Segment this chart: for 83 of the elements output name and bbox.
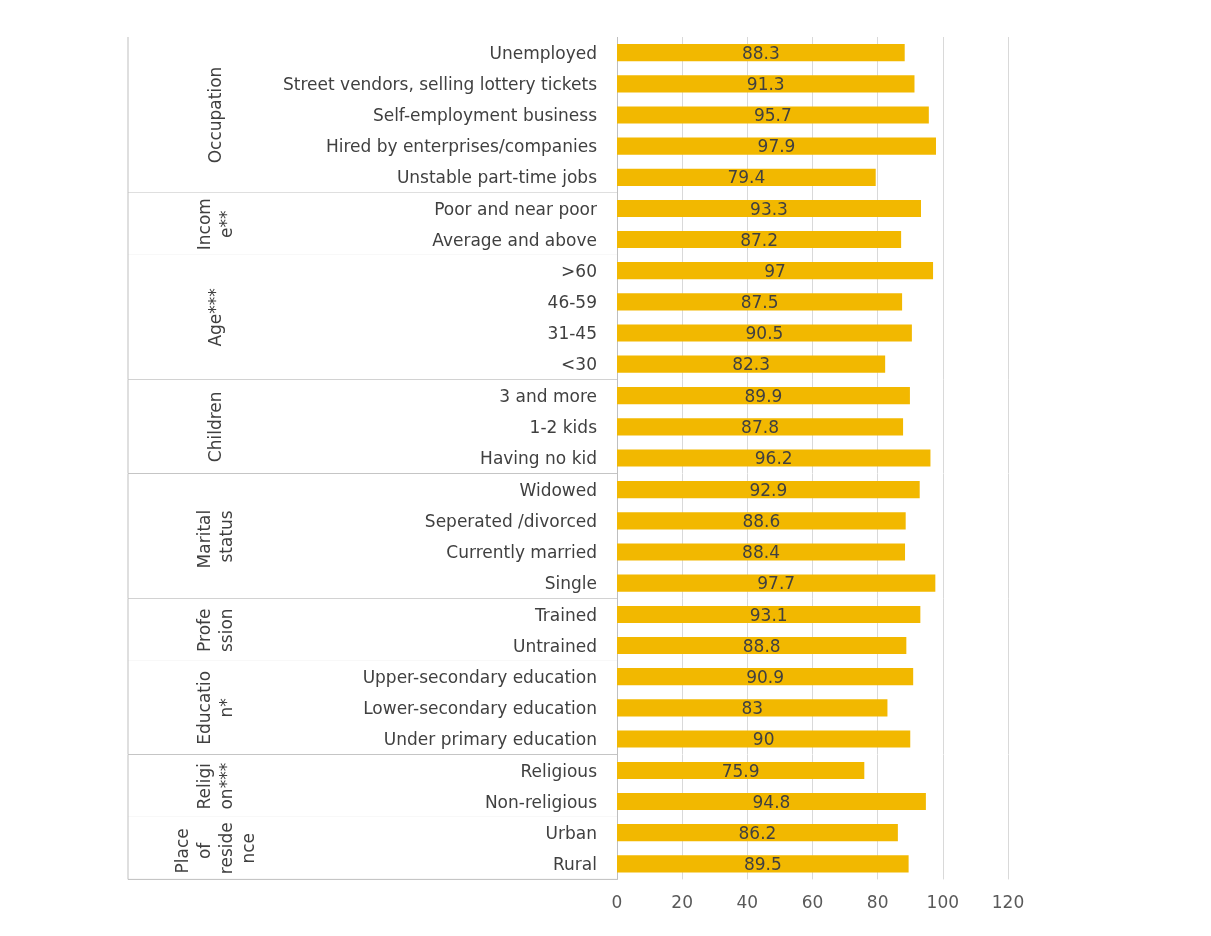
y-tick-label: 1-2 kids — [529, 416, 598, 437]
bar — [617, 512, 906, 530]
x-tick-label: 0 — [611, 891, 623, 912]
y-tick-label: Upper-secondary education — [362, 666, 597, 687]
bar — [617, 574, 936, 592]
y-tick-label: Unemployed — [489, 42, 597, 63]
y-tick-label: Average and above — [432, 229, 597, 250]
y-axis-title: Occupation — [205, 66, 225, 164]
y-tick-label: 46-59 — [547, 292, 597, 313]
bar — [617, 262, 934, 280]
y-axis-title: Income** — [194, 198, 236, 251]
x-tick-label: 40 — [736, 891, 759, 912]
bar — [617, 356, 886, 374]
y-axis-title: Place of residence — [172, 822, 258, 875]
data-label: 82.3 — [732, 354, 771, 375]
bar — [617, 168, 876, 186]
bar — [617, 543, 906, 561]
y-tick-label: Rural — [553, 853, 597, 874]
data-label: 87.5 — [740, 292, 779, 313]
data-label: 88.4 — [742, 541, 780, 562]
data-label: 90.9 — [746, 666, 785, 687]
y-axis-title: Profession — [194, 607, 236, 652]
data-label: 95.7 — [753, 105, 792, 125]
y-tick-label: Lower-secondary education — [363, 697, 597, 718]
y-axis-title: Religion*** — [194, 762, 236, 810]
y-tick-label: Widowed — [519, 479, 597, 500]
y-tick-label: Religious — [520, 760, 598, 781]
bar — [617, 44, 905, 62]
y-tick-label: Untrained — [512, 635, 597, 656]
data-label: 90 — [752, 728, 775, 749]
data-label: 97 — [764, 260, 786, 281]
bar — [617, 480, 920, 498]
y-tick-label: 31-45 — [547, 323, 597, 344]
bar — [617, 293, 903, 311]
data-label: 89.9 — [744, 385, 783, 406]
data-label: 83 — [741, 697, 764, 718]
data-label: 96.2 — [754, 448, 793, 469]
y-tick-label: Street vendors, selling lottery tickets — [283, 73, 598, 94]
data-label: 94.8 — [752, 791, 791, 812]
bar — [617, 324, 912, 342]
data-label: 87.2 — [740, 229, 778, 250]
x-tick-label: 60 — [801, 891, 824, 912]
y-tick-label: Unstable part-time jobs — [396, 167, 598, 188]
x-tick-label: 80 — [866, 891, 889, 912]
data-label: 88.6 — [742, 510, 781, 531]
data-label: 92.9 — [749, 479, 788, 500]
data-label: 90.5 — [745, 323, 784, 344]
data-label: 91.3 — [746, 73, 785, 94]
data-label: 86.2 — [738, 822, 777, 843]
data-label: 88.8 — [742, 635, 781, 656]
y-tick-label: Hired by enterprises/companies — [325, 136, 598, 157]
y-axis-title: Age*** — [205, 288, 225, 347]
bar — [617, 75, 915, 93]
bar — [617, 106, 929, 124]
data-label: 93.3 — [750, 198, 788, 219]
y-tick-label: <30 — [561, 354, 597, 375]
y-tick-label: 3 and more — [499, 385, 597, 406]
data-label: 97.7 — [757, 572, 796, 593]
y-tick-label: Non-religious — [484, 791, 598, 812]
data-label: 93.1 — [749, 604, 788, 625]
y-tick-label: Poor and near poor — [434, 198, 597, 219]
y-tick-label: Trained — [533, 604, 597, 625]
y-axis-title: Children — [205, 391, 225, 463]
y-axis-title: Education* — [194, 670, 236, 745]
data-label: 89.5 — [743, 853, 782, 874]
x-tick-label: 20 — [671, 891, 693, 912]
y-tick-label: Single — [544, 572, 597, 593]
bar — [617, 137, 936, 155]
y-tick-label: Urban — [545, 822, 597, 843]
data-label: 97.9 — [757, 136, 796, 157]
y-tick-label: Under primary education — [383, 728, 597, 749]
x-tick-label: 120 — [991, 891, 1025, 912]
data-label: 75.9 — [721, 760, 760, 781]
data-label: 79.4 — [727, 167, 766, 188]
x-tick-label: 100 — [926, 891, 960, 912]
y-tick-label: Seperated /divorced — [424, 510, 597, 531]
y-tick-label: Currently married — [446, 541, 597, 562]
y-tick-label: Having no kid — [480, 448, 597, 469]
data-label: 88.3 — [741, 42, 780, 63]
y-axis-title: Marital status — [194, 504, 236, 569]
y-tick-label: >60 — [561, 260, 597, 281]
y-tick-label: Self-employment business — [372, 105, 598, 125]
data-label: 87.8 — [741, 416, 779, 437]
